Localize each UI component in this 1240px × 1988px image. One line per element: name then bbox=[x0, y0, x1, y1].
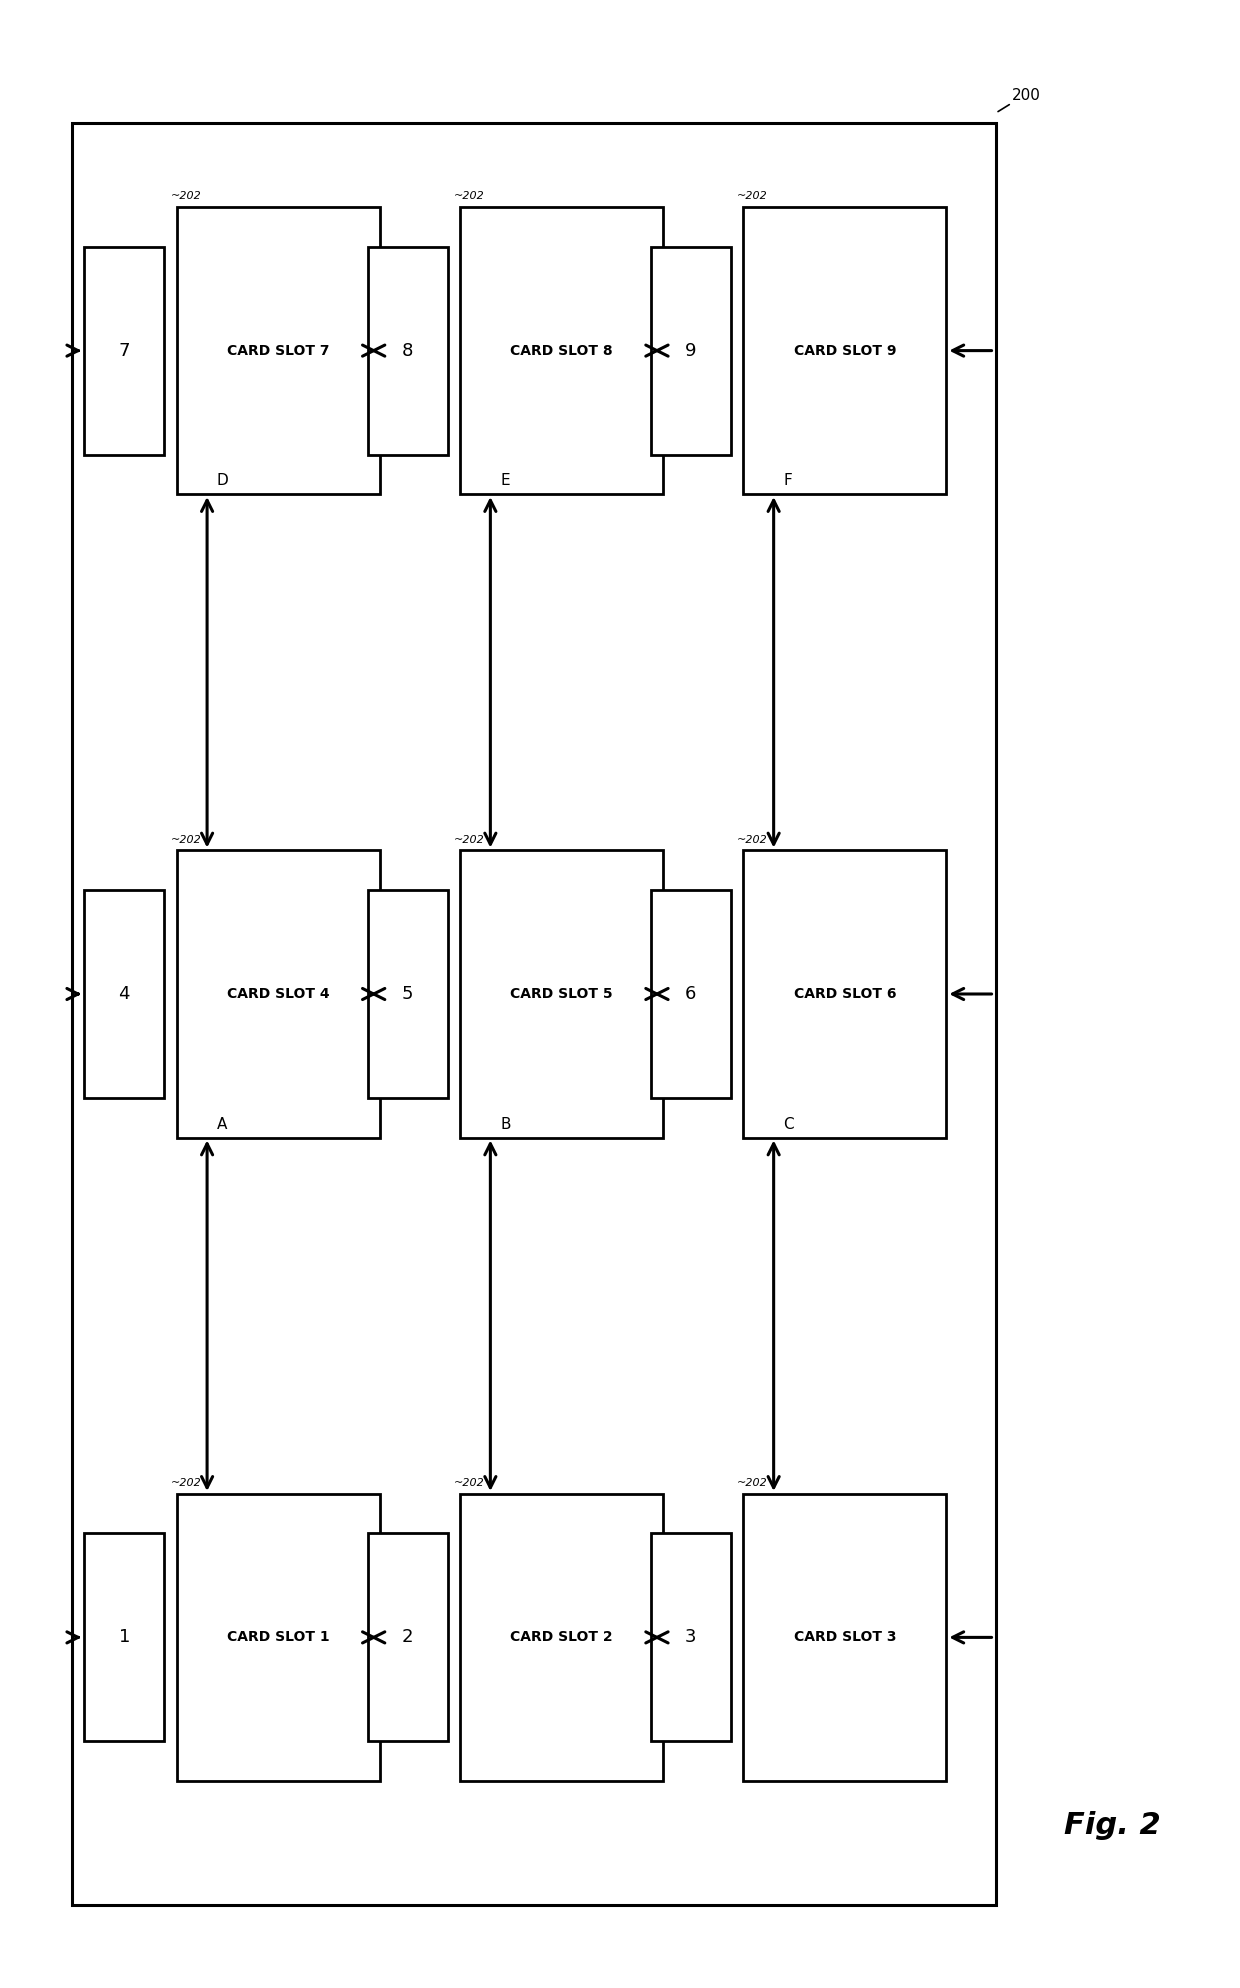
Text: CARD SLOT 7: CARD SLOT 7 bbox=[227, 344, 330, 358]
Bar bbox=[72, 123, 996, 1905]
Bar bbox=[460, 851, 663, 1137]
Bar bbox=[84, 1533, 164, 1741]
Bar bbox=[651, 891, 730, 1097]
Text: ~202: ~202 bbox=[737, 191, 768, 201]
Bar bbox=[367, 891, 448, 1097]
Bar bbox=[176, 1493, 379, 1781]
Text: ~202: ~202 bbox=[454, 191, 485, 201]
Bar bbox=[176, 851, 379, 1137]
Bar bbox=[743, 851, 946, 1137]
Text: 200: 200 bbox=[1012, 87, 1040, 103]
Text: 8: 8 bbox=[402, 342, 413, 360]
Bar bbox=[367, 247, 448, 455]
Bar bbox=[460, 1493, 663, 1781]
Text: A: A bbox=[217, 1117, 227, 1131]
Bar bbox=[84, 247, 164, 455]
Text: 5: 5 bbox=[402, 984, 413, 1004]
Text: 6: 6 bbox=[686, 984, 697, 1004]
Text: B: B bbox=[500, 1117, 511, 1131]
Text: 3: 3 bbox=[684, 1628, 697, 1646]
Text: CARD SLOT 9: CARD SLOT 9 bbox=[794, 344, 897, 358]
Text: ~202: ~202 bbox=[170, 835, 201, 845]
Text: ~202: ~202 bbox=[454, 1477, 485, 1487]
Text: 7: 7 bbox=[119, 342, 130, 360]
Text: ~202: ~202 bbox=[170, 1477, 201, 1487]
Text: F: F bbox=[784, 473, 792, 489]
Text: ~202: ~202 bbox=[737, 1477, 768, 1487]
Text: CARD SLOT 3: CARD SLOT 3 bbox=[794, 1630, 897, 1644]
Text: CARD SLOT 6: CARD SLOT 6 bbox=[794, 986, 897, 1002]
Text: CARD SLOT 2: CARD SLOT 2 bbox=[510, 1630, 613, 1644]
Bar bbox=[84, 891, 164, 1097]
Text: ~202: ~202 bbox=[170, 191, 201, 201]
Text: 1: 1 bbox=[119, 1628, 130, 1646]
Bar bbox=[176, 207, 379, 495]
Text: E: E bbox=[500, 473, 510, 489]
Text: D: D bbox=[217, 473, 228, 489]
Text: CARD SLOT 8: CARD SLOT 8 bbox=[510, 344, 613, 358]
Text: CARD SLOT 5: CARD SLOT 5 bbox=[510, 986, 613, 1002]
Bar bbox=[651, 247, 730, 455]
Text: C: C bbox=[784, 1117, 794, 1131]
Text: 2: 2 bbox=[402, 1628, 413, 1646]
Text: CARD SLOT 1: CARD SLOT 1 bbox=[227, 1630, 330, 1644]
Bar bbox=[651, 1533, 730, 1741]
Text: 4: 4 bbox=[119, 984, 130, 1004]
Bar bbox=[743, 1493, 946, 1781]
Bar bbox=[460, 207, 663, 495]
Text: Fig. 2: Fig. 2 bbox=[1064, 1811, 1161, 1841]
Text: ~202: ~202 bbox=[737, 835, 768, 845]
Bar bbox=[743, 207, 946, 495]
Text: ~202: ~202 bbox=[454, 835, 485, 845]
Text: CARD SLOT 4: CARD SLOT 4 bbox=[227, 986, 330, 1002]
Bar bbox=[367, 1533, 448, 1741]
Text: 9: 9 bbox=[684, 342, 697, 360]
